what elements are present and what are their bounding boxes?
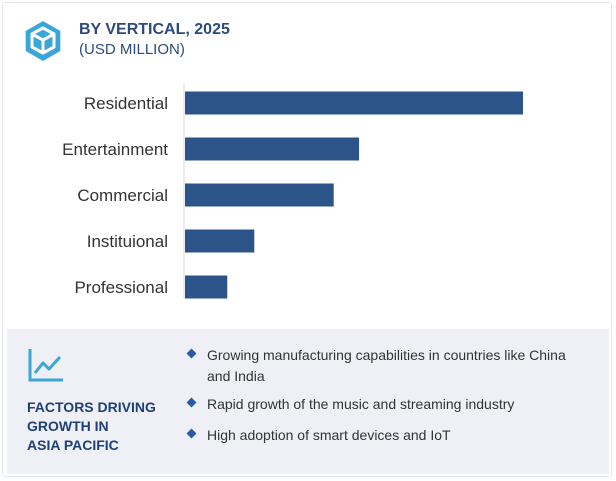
diamond-bullet-icon	[186, 428, 197, 439]
category-label: Residential	[84, 94, 168, 113]
factors-title-line: FACTORS DRIVING	[27, 399, 156, 415]
bar-commercial	[185, 183, 334, 207]
hexagon-cube-icon	[25, 21, 61, 61]
factor-item: Growing manufacturing capabilities in co…	[185, 345, 590, 387]
category-label: Commercial	[77, 186, 168, 205]
category-label: Professional	[74, 278, 168, 297]
factors-title-line: GROWTH IN	[27, 418, 109, 434]
bar-chart: Residential Entertainment Commercial Instit…	[62, 83, 523, 299]
factor-item: High adoption of smart devices and IoT	[185, 425, 590, 446]
factors-title-line: ASIA PACIFIC	[27, 437, 119, 453]
category-label: Instituional	[87, 232, 168, 251]
diamond-bullet-icon	[186, 348, 197, 359]
factors-panel: FACTORS DRIVING GROWTH IN ASIA PACIFIC G…	[7, 329, 609, 474]
bar-entertainment	[185, 137, 360, 161]
chart-title: BY VERTICAL, 2025	[79, 21, 230, 38]
factors-list: Growing manufacturing capabilities in co…	[185, 345, 590, 456]
bar-professional	[185, 275, 228, 299]
factor-text: Rapid growth of the music and streaming …	[207, 396, 515, 412]
factor-item: Rapid growth of the music and streaming …	[185, 394, 590, 415]
factor-text: Growing manufacturing capabilities in co…	[207, 347, 566, 384]
factors-title: FACTORS DRIVING GROWTH IN ASIA PACIFIC	[27, 398, 177, 455]
bar-instituional	[185, 229, 255, 253]
diamond-bullet-icon	[186, 397, 197, 408]
bar-residential	[185, 91, 523, 115]
factor-text: High adoption of smart devices and IoT	[207, 427, 451, 443]
line-chart-icon	[28, 349, 63, 382]
chart-subtitle: (USD MILLION)	[79, 41, 185, 58]
category-label: Entertainment	[62, 140, 168, 159]
report-card: BY VERTICAL, 2025 (USD MILLION) Resident…	[2, 2, 612, 477]
